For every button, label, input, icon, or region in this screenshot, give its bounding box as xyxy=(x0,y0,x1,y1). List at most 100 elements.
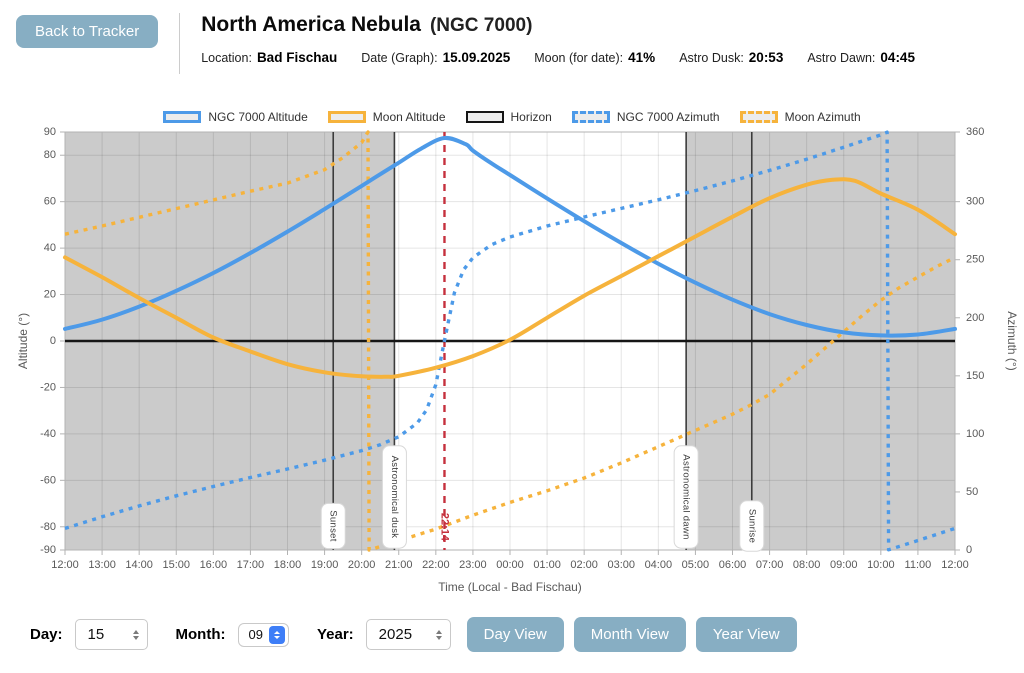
x-tick-label: 15:00 xyxy=(162,559,190,571)
day-input[interactable] xyxy=(87,626,132,643)
dashed-line-swatch-icon xyxy=(739,110,778,123)
event-label-pill xyxy=(320,502,346,550)
x-tick-label: 10:00 xyxy=(867,559,895,571)
chart-legend: NGC 7000 Altitude Moon Altitude Horizon NGC… xyxy=(0,108,1024,125)
date-controls: Day: Month: 09 Year: Day View Month View… xyxy=(0,617,1024,652)
series-moon-altitude xyxy=(63,177,957,379)
legend-item-3[interactable]: NGC 7000 Azimuth xyxy=(571,109,720,124)
legend-item-4[interactable]: Moon Azimuth xyxy=(739,109,861,124)
legend-label: Horizon xyxy=(510,109,552,124)
year-label: Year: xyxy=(316,626,354,643)
x-tick-label: 22:00 xyxy=(422,559,450,571)
year-input-box[interactable] xyxy=(365,619,451,650)
info-date: Date (Graph): 15.09.2025 xyxy=(361,50,511,65)
x-tick-label: 20:00 xyxy=(348,559,376,571)
x-tick-label: 05:00 xyxy=(682,559,710,571)
azimuth-tick-label: 0 xyxy=(966,544,972,556)
x-tick-label: 01:00 xyxy=(533,559,561,571)
x-tick-label: 23:00 xyxy=(459,559,487,571)
x-tick-label: 12:00 xyxy=(51,559,79,571)
solid-line-swatch-icon xyxy=(163,110,202,123)
azimuth-tick-label: 250 xyxy=(966,254,984,266)
altitude-tick-label: -20 xyxy=(40,381,56,393)
month-value: 09 xyxy=(248,627,263,642)
page-title: North America Nebula xyxy=(201,13,421,36)
event-label-pill xyxy=(739,500,765,552)
legend-item-2[interactable]: Horizon xyxy=(465,109,552,124)
altitude-tick-label: -90 xyxy=(40,544,56,556)
info-moon: Moon (for date): 41% xyxy=(534,50,656,65)
series-moon-azimuth xyxy=(64,130,956,552)
info-astro-dusk: Astro Dusk: 20:53 xyxy=(679,50,784,65)
month-view-button[interactable]: Month View xyxy=(573,617,686,652)
solid-line-swatch-icon xyxy=(327,110,366,123)
month-label: Month: xyxy=(175,626,226,643)
azimuth-tick-label: 50 xyxy=(966,486,978,498)
azimuth-tick-label: 100 xyxy=(966,428,984,440)
title-block: North America Nebula (NGC 7000) Location… xyxy=(201,13,915,65)
chart-section: NGC 7000 Altitude Moon Altitude Horizon NGC… xyxy=(0,108,1024,600)
altitude-tick-label: -80 xyxy=(40,521,56,533)
azimuth-axis-title: Azimuth (°) xyxy=(1005,311,1019,370)
year-stepper-icon[interactable] xyxy=(435,629,442,640)
series-ngc-7000-azimuth xyxy=(64,130,956,552)
altitude-tick-label: 40 xyxy=(44,242,56,254)
legend-label: NGC 7000 Azimuth xyxy=(616,109,720,124)
info-location: Location: Bad Fischau xyxy=(201,50,338,65)
altitude-tick-label: 20 xyxy=(44,289,56,301)
altitude-tick-label: 60 xyxy=(44,196,56,208)
legend-label: Moon Azimuth xyxy=(784,109,861,124)
event-label: Sunset xyxy=(328,510,339,541)
azimuth-tick-label: 150 xyxy=(966,370,984,382)
legend-label: Moon Altitude xyxy=(372,109,446,124)
azimuth-tick-label: 300 xyxy=(966,196,984,208)
x-tick-label: 00:00 xyxy=(496,559,524,571)
solid-line-swatch-icon xyxy=(465,110,504,123)
x-tick-label: 07:00 xyxy=(756,559,784,571)
legend-item-1[interactable]: Moon Altitude xyxy=(327,109,446,124)
event-label: Sunrise xyxy=(746,509,757,543)
azimuth-tick-label: 200 xyxy=(966,312,984,324)
day-input-box[interactable] xyxy=(74,619,148,650)
event-label-pill xyxy=(381,445,407,549)
altitude-tick-label: 0 xyxy=(50,335,56,347)
x-tick-label: 13:00 xyxy=(88,559,116,571)
x-tick-label: 02:00 xyxy=(570,559,598,571)
event-label: Astronomical dawn xyxy=(681,454,692,539)
info-row: Location: Bad Fischau Date (Graph): 15.0… xyxy=(201,50,915,65)
altitude-tick-label: -60 xyxy=(40,474,56,486)
x-tick-label: 09:00 xyxy=(830,559,858,571)
event-label: Astronomical dusk xyxy=(389,456,400,539)
day-stepper-icon[interactable] xyxy=(132,629,139,640)
month-stepper-icon[interactable] xyxy=(268,625,285,644)
header: Back to Tracker North America Nebula (NG… xyxy=(0,0,1024,82)
legend-label: NGC 7000 Altitude xyxy=(208,109,308,124)
x-tick-label: 04:00 xyxy=(645,559,673,571)
altitude-azimuth-chart: 12:00 13:00 14:00 15:00 16:00 17:00 18:00 19:00… xyxy=(16,126,1019,594)
altitude-tick-label: -40 xyxy=(40,428,56,440)
x-tick-label: 16:00 xyxy=(200,559,228,571)
x-tick-label: 18:00 xyxy=(274,559,302,571)
dashed-line-swatch-icon xyxy=(571,110,610,123)
info-astro-dawn: Astro Dawn: 04:45 xyxy=(807,50,915,65)
altitude-tick-label: 80 xyxy=(44,149,56,161)
day-view-button[interactable]: Day View xyxy=(466,617,564,652)
x-tick-label: 11:00 xyxy=(905,559,932,571)
year-view-button[interactable]: Year View xyxy=(695,617,797,652)
series-ngc-7000-altitude xyxy=(63,135,957,338)
x-tick-label: 21:00 xyxy=(385,559,413,571)
time-axis-title: Time (Local - Bad Fischau) xyxy=(438,580,582,594)
year-input[interactable] xyxy=(378,626,423,643)
x-tick-label: 06:00 xyxy=(719,559,747,571)
page-subtitle: (NGC 7000) xyxy=(429,15,533,36)
legend-item-0[interactable]: NGC 7000 Altitude xyxy=(163,109,308,124)
x-tick-label: 12:00 xyxy=(941,559,969,571)
month-select[interactable]: 09 xyxy=(237,622,289,647)
x-tick-label: 14:00 xyxy=(125,559,153,571)
back-to-tracker-button[interactable]: Back to Tracker xyxy=(16,15,159,48)
altitude-tick-label: 90 xyxy=(44,126,56,138)
day-label: Day: xyxy=(30,626,63,643)
x-tick-label: 03:00 xyxy=(607,559,635,571)
azimuth-tick-label: 360 xyxy=(966,126,984,138)
header-divider xyxy=(179,13,181,74)
